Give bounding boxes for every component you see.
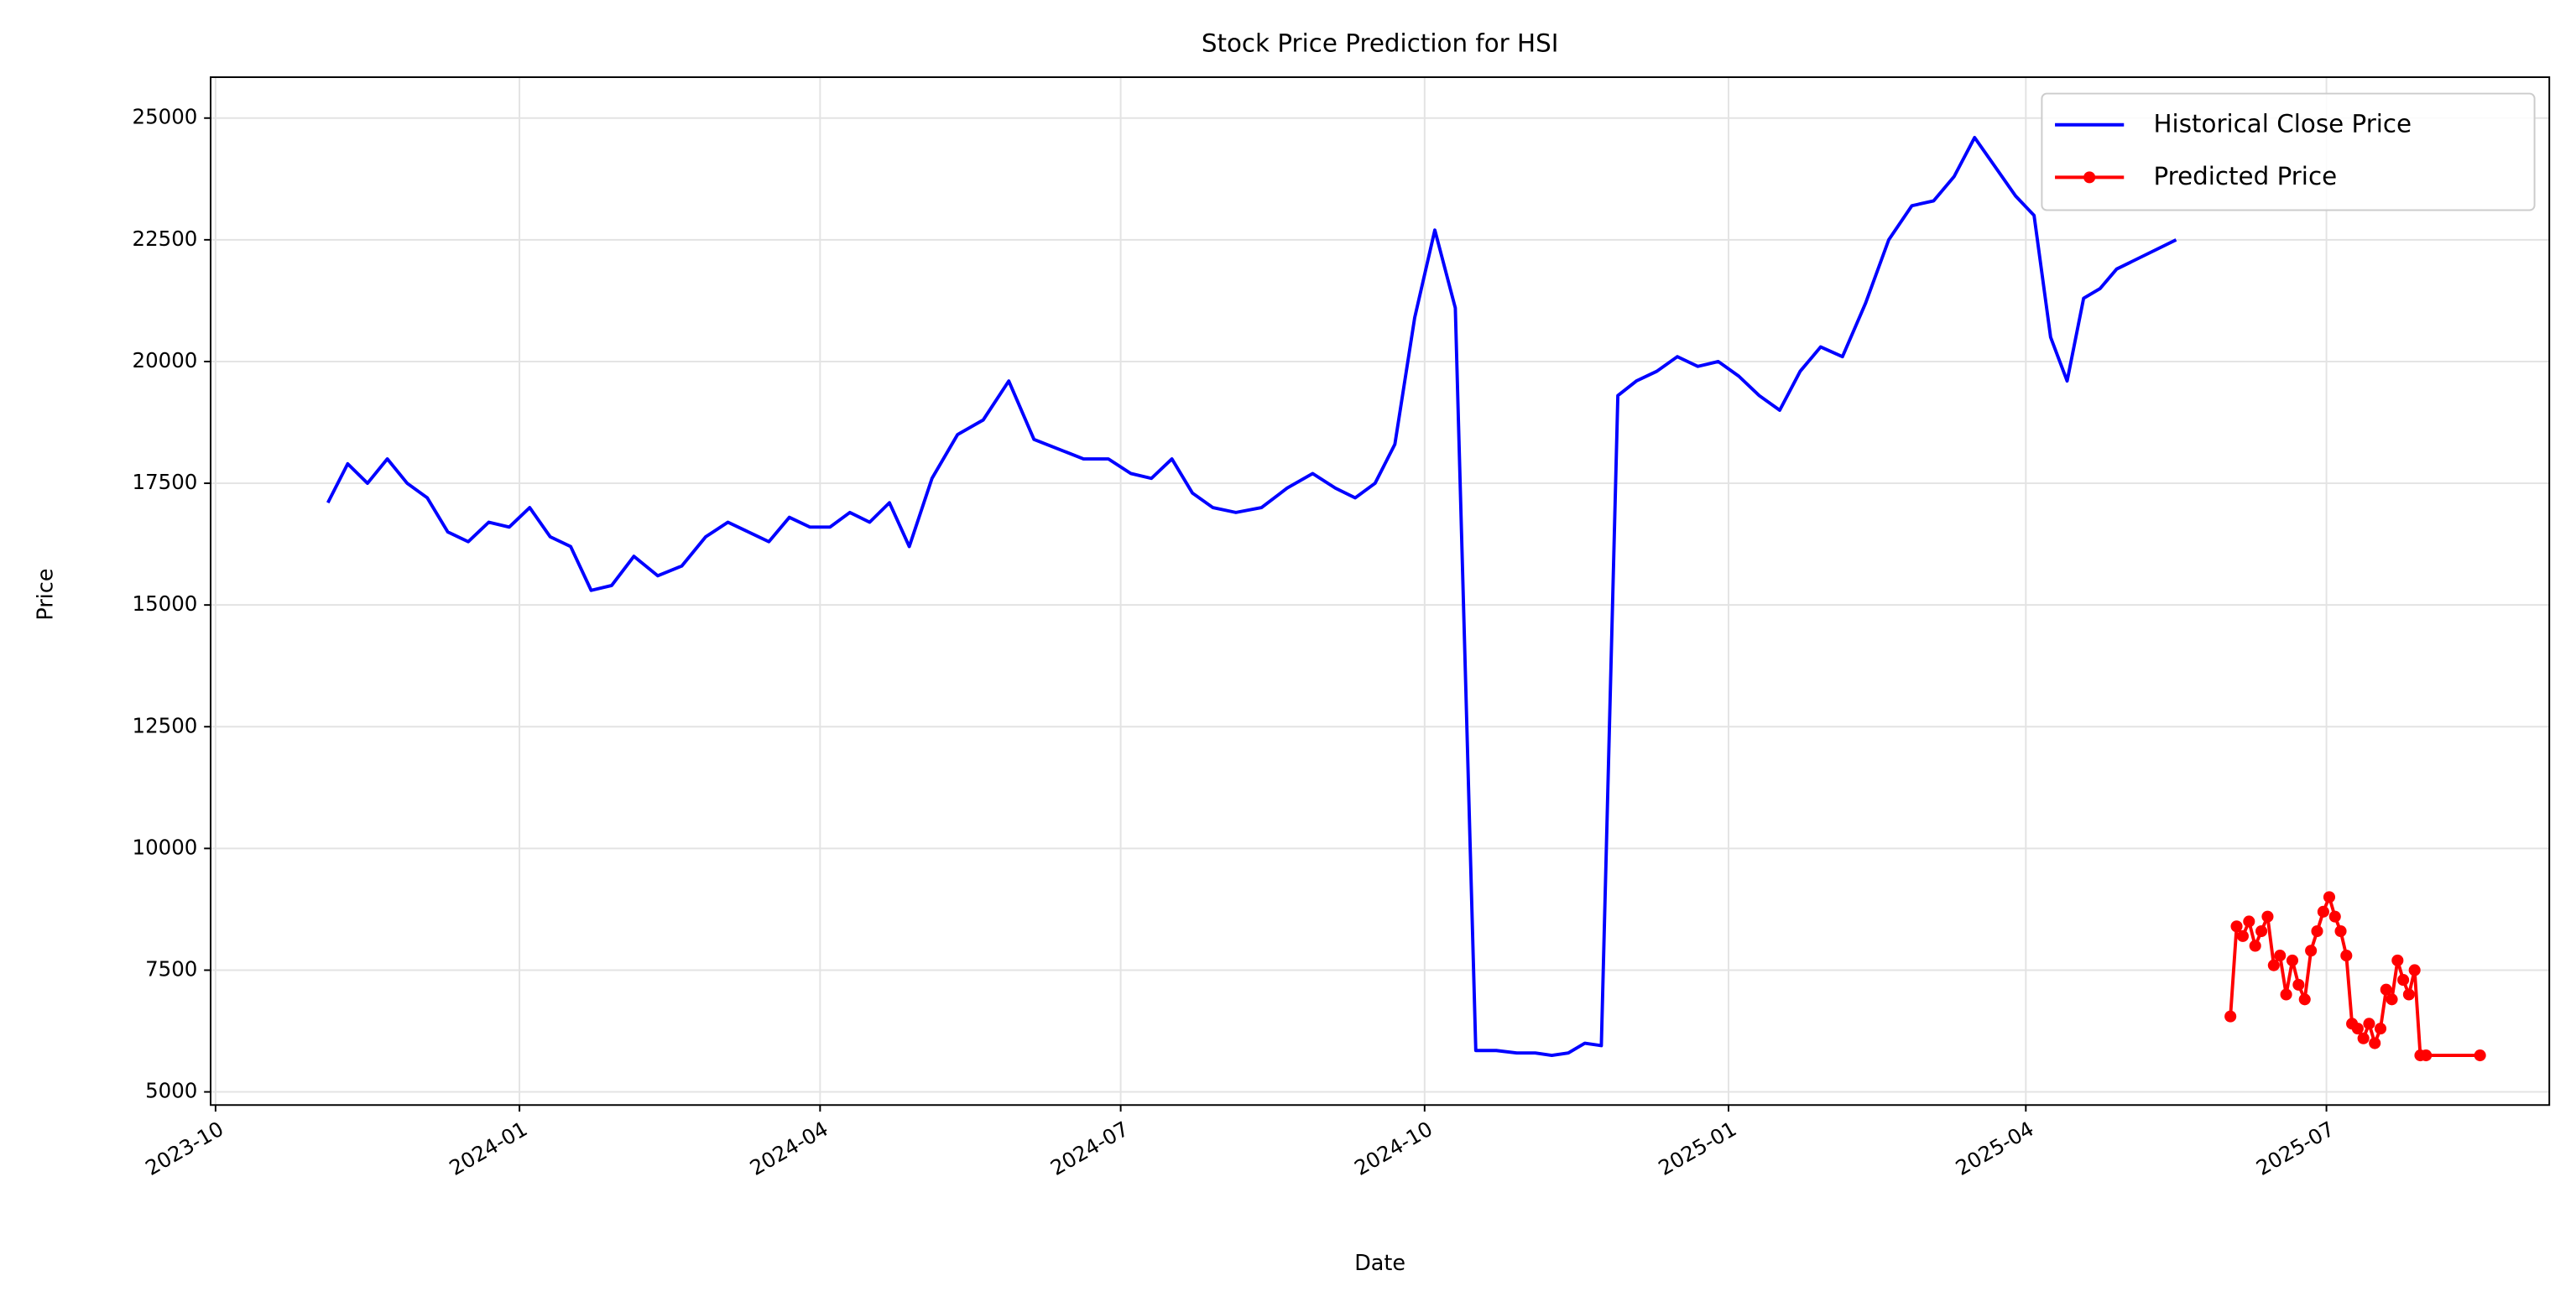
y-tick-label: 25000 — [133, 105, 198, 129]
point-marker — [2311, 924, 2323, 938]
point-marker — [2474, 1049, 2486, 1062]
legend: Historical Close Price Predicted Price — [2041, 92, 2536, 211]
y-tick-label: 12500 — [133, 713, 198, 737]
y-tick-label: 17500 — [133, 470, 198, 494]
chart-title: Stock Price Prediction for HSI — [1202, 29, 1559, 57]
point-marker — [2340, 950, 2353, 962]
y-tick-label: 15000 — [133, 591, 198, 616]
plot-frame — [210, 76, 2551, 1107]
point-marker — [2298, 993, 2311, 1006]
point-marker — [2402, 988, 2415, 1001]
point-marker — [2386, 993, 2398, 1006]
point-marker — [2369, 1037, 2381, 1049]
point-marker — [2261, 910, 2274, 923]
legend-box — [2041, 92, 2536, 211]
point-marker — [2363, 1018, 2375, 1030]
point-marker — [2230, 920, 2243, 933]
legend-label: Historical Close Price — [2153, 109, 2412, 138]
point-marker — [2286, 954, 2299, 966]
point-marker — [2357, 1032, 2370, 1044]
point-marker — [2236, 929, 2249, 942]
series-line — [326, 136, 2177, 1058]
point-marker — [2328, 910, 2341, 923]
y-tick-label: 10000 — [133, 835, 198, 859]
y-tick-label: 22500 — [133, 227, 198, 251]
point-marker — [2408, 964, 2421, 976]
point-marker — [2334, 924, 2347, 938]
point-marker — [2249, 940, 2261, 952]
point-marker — [2280, 988, 2292, 1001]
legend-marker — [2083, 171, 2096, 184]
y-tick-label: 5000 — [145, 1079, 197, 1103]
legend-label: Predicted Price — [2153, 162, 2337, 190]
point-marker — [2323, 891, 2336, 903]
point-marker — [2420, 1049, 2433, 1062]
point-marker — [2274, 950, 2287, 962]
point-marker — [2292, 978, 2305, 991]
y-axis-label: Price — [32, 569, 57, 621]
x-axis-label: Date — [1354, 1250, 1405, 1275]
y-tick-label: 20000 — [133, 348, 198, 372]
point-marker — [2351, 1023, 2364, 1035]
point-marker — [2391, 954, 2404, 966]
point-marker — [2374, 1023, 2387, 1035]
point-marker — [2267, 959, 2280, 971]
point-marker — [2224, 1010, 2237, 1023]
y-tick-label: 7500 — [145, 956, 197, 981]
point-marker — [2305, 945, 2318, 957]
point-marker — [2255, 924, 2268, 938]
point-marker — [2243, 915, 2255, 928]
point-marker — [2317, 905, 2329, 918]
point-marker — [2380, 983, 2392, 996]
point-marker — [2397, 974, 2410, 987]
